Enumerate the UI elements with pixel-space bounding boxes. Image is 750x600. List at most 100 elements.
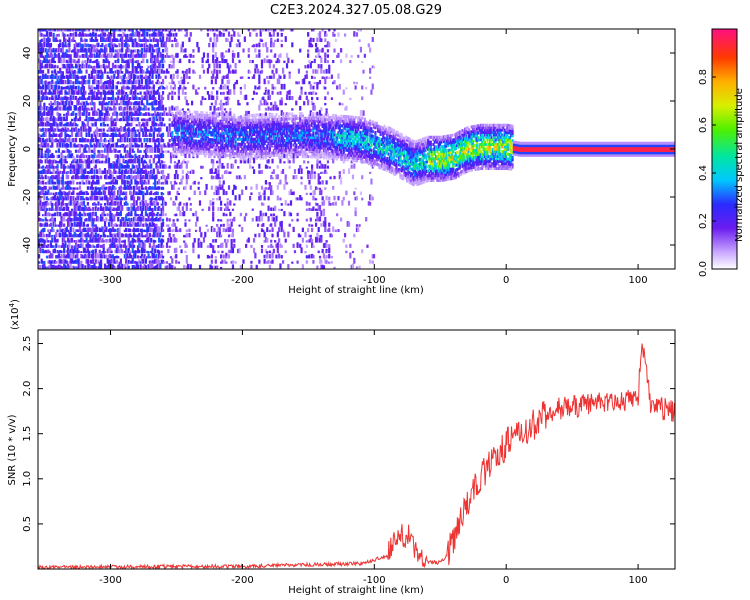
spectrogram-noise-cell [217,226,220,233]
spectrogram-noise-cell [88,44,91,48]
spectrogram-noise-cell [155,162,158,169]
spectrogram-noise-cell [160,105,163,111]
spectrogram-ridge-cell [175,111,178,115]
spectrogram-noise-cell [231,231,235,238]
spectrogram-noise-cell [85,63,88,69]
spectrogram-noise-cell [69,226,72,233]
spectrogram-noise-cell [173,173,177,180]
spectrogram-ridge-cell [258,149,261,153]
spectrogram-noise-cell [127,115,130,122]
spectrogram-noise-cell [111,71,115,74]
spectrogram-noise-cell [77,49,80,53]
spectrogram-ridge-cell [251,125,254,129]
spectrogram-noise-cell [97,259,100,264]
spectrogram-noise-cell [69,248,72,254]
spectrogram-noise-cell [53,49,57,53]
spectrogram-noise-cell [86,120,89,127]
spectrogram-noise-cell [118,242,121,248]
spectrogram-noise-cell [45,208,49,211]
spectrogram-noise-cell [138,62,141,69]
spectrogram-noise-cell [98,91,101,95]
spectrogram-noise-cell [98,82,101,85]
spectrogram-noise-cell [117,212,120,217]
spectrogram-noise-cell [126,202,129,206]
spectrogram-ridge-cell [254,144,257,148]
spectrogram-noise-cell [59,259,62,264]
spectrogram-noise-cell [121,53,124,58]
spectrogram-noise-cell [45,191,49,196]
spectrogram-noise-cell [139,65,142,69]
spectrogram-noise-cell [114,142,117,148]
spectrogram-noise-cell [67,100,70,106]
spectrogram-noise-cell [97,62,100,69]
spectrogram-noise-cell [101,29,104,32]
spectrogram-noise-cell [53,117,57,122]
spectrogram-noise-cell [238,194,241,201]
spectrogram-noise-cell [109,194,112,201]
spectrogram-ridge-cell [216,124,219,128]
spectrogram-noise-cell [47,75,50,79]
spectrogram-noise-cell [81,228,84,233]
spectrogram-ridge-cell [242,145,245,149]
spectrogram-noise-cell [80,158,83,164]
spectrogram-noise-cell [39,47,42,53]
spectrogram-noise-cell [158,100,161,106]
spectrogram-noise-cell [140,179,144,185]
spectrogram-noise-cell [97,266,100,269]
spectrogram-noise-cell [210,226,213,233]
spectrogram-noise-cell [63,52,66,58]
spectrogram-ridge-cell [217,131,220,135]
spectrogram-noise-cell [64,95,67,101]
spectrogram-noise-cell [48,264,51,269]
spectrogram-noise-cell [113,127,116,132]
spectrogram-ridge-cell [217,148,220,152]
spectrogram-noise-cell [77,263,80,269]
spectrogram-noise-cell [39,222,42,227]
spectrogram-noise-cell [67,149,70,153]
spectrogram-noise-cell [187,103,190,106]
spectrogram-noise-cell [130,33,133,37]
spectrogram-noise-cell [136,264,140,269]
spectrogram-noise-cell [51,216,54,222]
spectrogram-noise-cell [159,134,162,137]
spectrogram-ridge-cell [197,120,200,124]
spectrogram-noise-cell [209,29,212,32]
spectrogram-noise-cell [247,69,250,74]
spectrogram-noise-cell [115,233,119,238]
spectrogram-noise-cell [106,197,109,201]
spectrogram-noise-cell [117,217,120,222]
spectrogram-noise-cell [99,69,103,74]
spectrogram-noise-cell [229,226,232,233]
spectrogram-noise-cell [229,200,232,206]
spectrogram-noise-cell [68,41,71,48]
spectrogram-ridge-cell [234,118,237,122]
spectrogram-noise-cell [96,74,99,79]
spectrogram-ridge-cell [184,133,187,137]
spectrogram-noise-cell [159,85,162,90]
spectrogram-noise-cell [214,78,217,85]
spectrogram-noise-cell [89,227,92,233]
spectrogram-ridge-cell [241,154,244,158]
spectrogram-noise-cell [107,97,111,101]
spectrogram-ridge-cell [189,148,192,152]
spectrogram-noise-cell [60,253,63,259]
spectrogram-ridge-cell [239,152,242,156]
spectrogram-noise-cell [64,104,67,111]
spectrogram-noise-cell [188,153,191,159]
spectrogram-noise-cell [151,221,154,227]
spectrogram-noise-cell [77,143,80,148]
spectrogram-noise-cell [129,213,132,217]
spectrogram-noise-cell [40,106,43,111]
spectrogram-noise-cell [90,264,93,269]
spectrogram-noise-cell [152,231,155,238]
spectrogram-ridge-cell [229,149,232,153]
spectrogram-noise-cell [239,86,242,90]
spectrogram-noise-cell [39,29,42,32]
spectrogram-noise-cell [85,162,88,169]
spectrogram-noise-cell [118,138,121,143]
spectrogram-noise-cell [140,69,144,74]
spectrogram-ridge-cell [255,152,258,156]
spectrogram-noise-cell [90,190,93,196]
spectrogram-noise-cell [161,138,165,143]
spectrogram-ridge-cell [198,147,202,151]
